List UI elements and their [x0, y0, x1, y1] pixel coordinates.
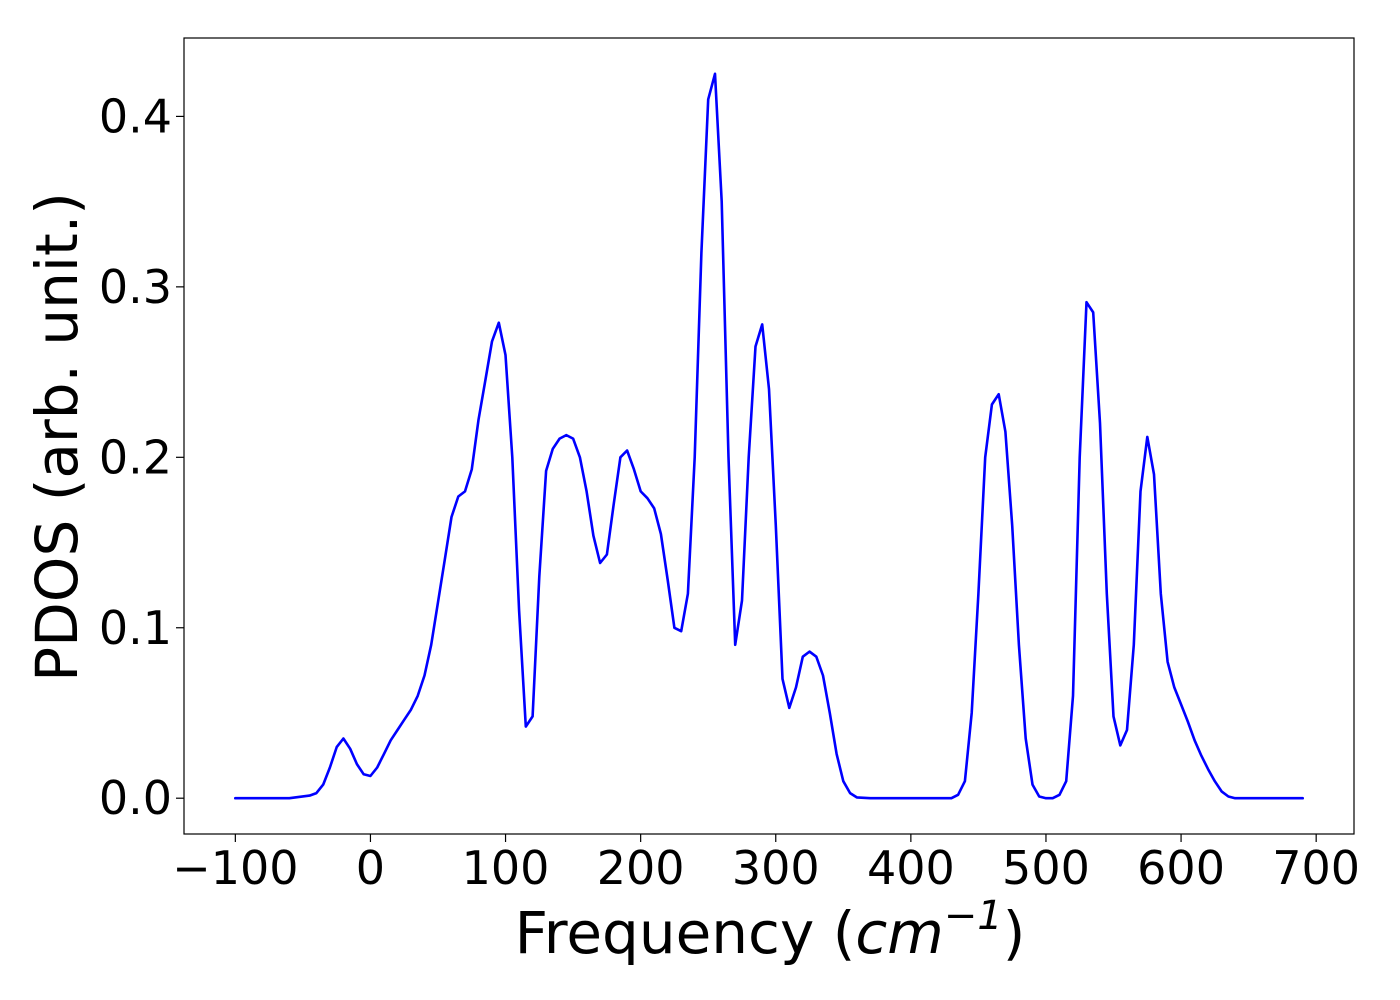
x-axis-ticks: −100 0 100 200 300 400 500 600 700	[172, 834, 1360, 895]
x-tick-label: 100	[462, 841, 550, 895]
x-tick-label: 700	[1272, 841, 1360, 895]
y-tick-label: 0.3	[99, 260, 172, 314]
x-axis-title-text: Frequency	[515, 899, 815, 967]
x-tick-label: 300	[732, 841, 820, 895]
y-tick-label: 0.1	[99, 601, 172, 655]
x-tick-label: 600	[1137, 841, 1225, 895]
y-tick-label: 0.0	[99, 771, 172, 825]
plot-area-frame	[183, 37, 1355, 835]
x-axis-unit-open: (	[833, 899, 856, 967]
y-axis-ticks: 0.0 0.1 0.2 0.3 0.4	[99, 89, 184, 825]
x-axis-unit-base: cm	[855, 899, 943, 967]
x-tick-label: −100	[172, 841, 298, 895]
y-tick-label: 0.2	[99, 430, 172, 484]
x-tick-label: 400	[867, 841, 955, 895]
y-tick-label: 0.4	[99, 89, 172, 143]
x-axis-title: Frequency (cm−1)	[515, 893, 1026, 967]
x-tick-label: 0	[356, 841, 385, 895]
x-axis-unit-exponent: −1	[944, 893, 1003, 939]
x-tick-label: 200	[597, 841, 685, 895]
pdos-series-line	[234, 72, 1304, 800]
x-axis-unit-close: )	[1003, 899, 1026, 967]
x-tick-label: 500	[1002, 841, 1090, 895]
y-axis-title: PDOS (arb. unit.)	[23, 192, 91, 682]
